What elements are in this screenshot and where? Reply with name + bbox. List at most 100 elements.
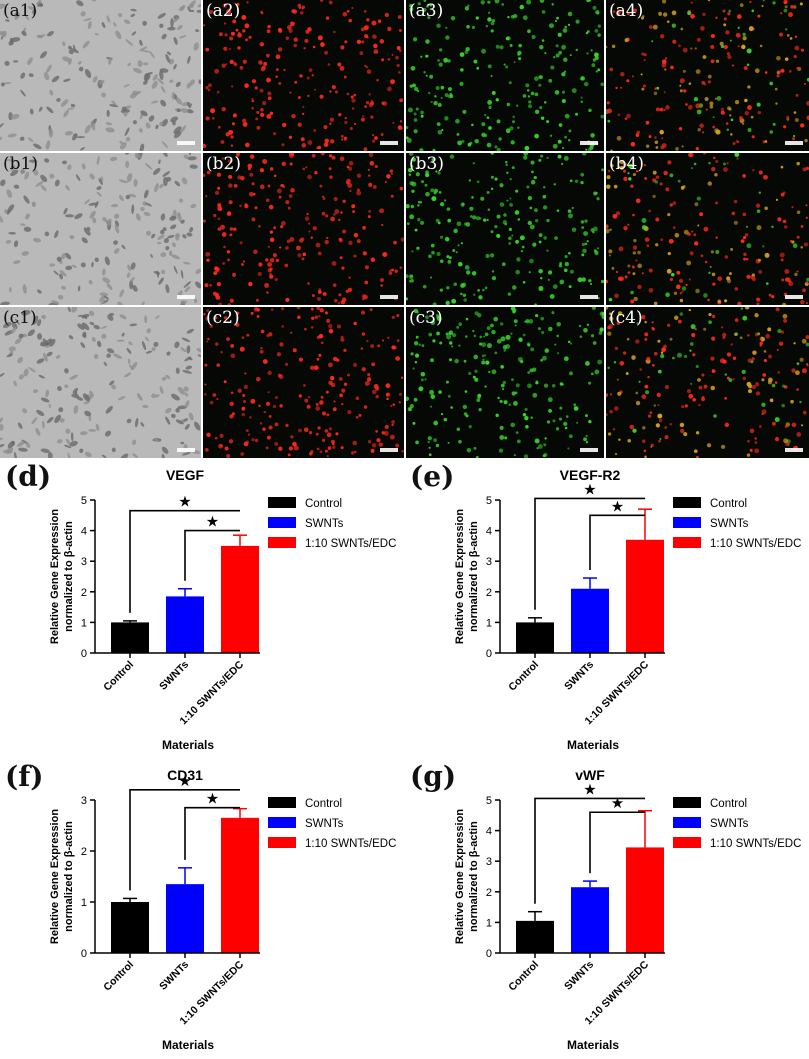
cell: [440, 412, 444, 416]
cell: [22, 283, 27, 294]
cell: [333, 356, 338, 362]
cell: [319, 94, 324, 99]
cell: [728, 378, 733, 382]
cell: [586, 323, 590, 326]
cell: [272, 404, 277, 409]
cell: [470, 215, 473, 218]
panel-label: (a4): [609, 1, 644, 21]
cell: [487, 100, 493, 105]
cell: [368, 174, 371, 177]
cell: [498, 448, 504, 453]
cell: [583, 81, 589, 87]
cell: [783, 0, 788, 5]
cell: [28, 367, 36, 373]
cell: [747, 105, 752, 110]
cell: [126, 272, 131, 278]
cell: [57, 294, 64, 300]
cell: [430, 320, 436, 326]
cell: [329, 90, 332, 93]
x-axis-label: Materials: [567, 1038, 619, 1052]
cell: [89, 210, 96, 219]
cell: [198, 79, 201, 85]
cell: [322, 292, 327, 296]
cell: [433, 100, 438, 106]
cell: [744, 110, 749, 116]
cell: [360, 310, 366, 315]
cell: [245, 429, 249, 433]
cell: [160, 99, 167, 107]
cell: [580, 220, 585, 224]
cell: [431, 250, 435, 255]
cell: [362, 297, 365, 301]
cell: [723, 23, 727, 27]
cell: [591, 372, 594, 376]
cell: [180, 125, 186, 133]
cell: [686, 389, 691, 394]
cell: [341, 266, 345, 270]
cell: [91, 336, 96, 342]
cell: [556, 352, 560, 355]
cell: [759, 337, 763, 341]
cell: [715, 236, 718, 239]
legend-label-2: 1:10 SWNTs/EDC: [305, 538, 396, 550]
cell: [784, 5, 788, 9]
cell: [420, 110, 424, 115]
cell: [771, 421, 776, 426]
cell: [135, 213, 141, 221]
cell: [527, 104, 533, 109]
cell: [663, 108, 666, 112]
cell: [311, 316, 315, 320]
micrograph-c2: (c2): [203, 307, 404, 458]
cell: [463, 359, 467, 363]
cell: [544, 52, 547, 55]
cell: [635, 170, 639, 173]
cell: [677, 179, 681, 183]
cell: [723, 17, 727, 21]
cell: [740, 239, 745, 244]
cell: [410, 204, 415, 209]
cell: [220, 140, 225, 144]
cell: [344, 40, 348, 44]
cell: [125, 153, 130, 155]
cell: [563, 155, 569, 161]
cell: [707, 298, 710, 302]
cell: [310, 236, 313, 239]
cell: [446, 286, 450, 290]
cell: [154, 183, 159, 193]
cell: [508, 241, 512, 245]
cell: [364, 265, 369, 270]
micrograph-b3: (b3): [406, 153, 604, 305]
y-tick-label: 2: [81, 846, 87, 858]
cell: [460, 68, 464, 72]
cell: [501, 262, 506, 267]
cell: [450, 406, 453, 409]
cell: [293, 43, 297, 48]
cell: [681, 145, 684, 148]
legend-label-1: SWNTs: [305, 818, 344, 830]
cell: [11, 326, 17, 334]
cell: [23, 368, 29, 377]
cell: [189, 227, 194, 233]
cell: [278, 446, 283, 451]
cell: [588, 279, 592, 283]
cell: [290, 188, 295, 193]
cell: [447, 59, 451, 63]
cell: [331, 155, 336, 160]
cell: [682, 185, 686, 189]
cell: [554, 236, 558, 240]
cell: [499, 399, 503, 404]
cell: [14, 11, 20, 18]
cell: [555, 427, 560, 431]
cell: [158, 159, 161, 164]
cell: [762, 245, 765, 248]
cell: [215, 295, 221, 300]
cell: [453, 228, 458, 234]
cell: [642, 439, 646, 443]
cell: [657, 413, 663, 419]
cell: [398, 401, 402, 404]
bar-0: [111, 622, 149, 653]
cell: [290, 21, 295, 27]
cell: [175, 407, 180, 413]
cell: [300, 237, 305, 242]
cell: [499, 322, 504, 326]
